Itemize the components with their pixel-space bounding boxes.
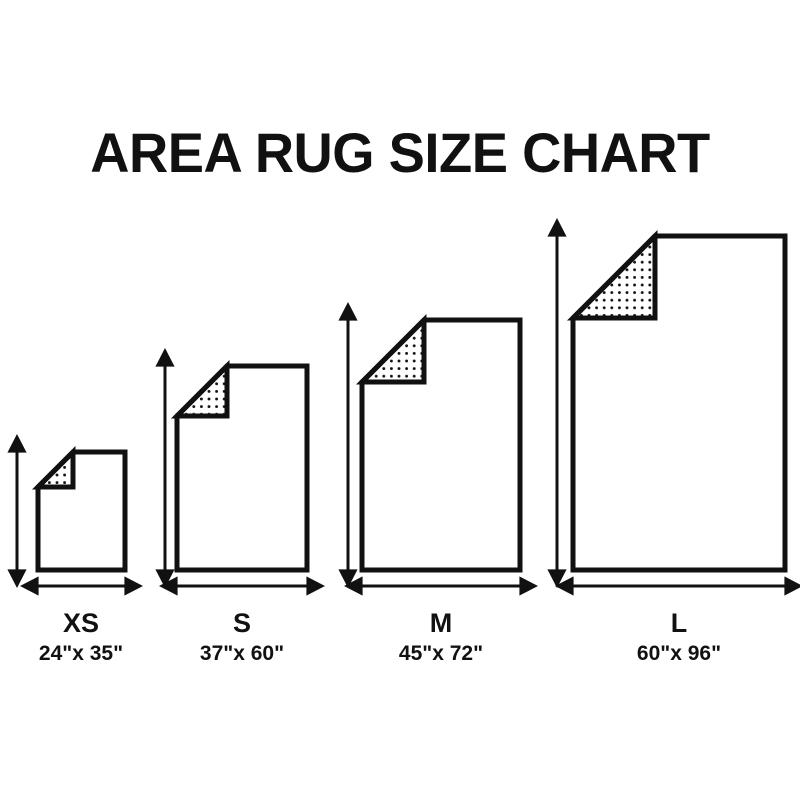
size-letter: M <box>429 608 453 638</box>
size-dimensions: 45"x 72" <box>398 642 484 665</box>
size-dimensions: 24"x 35" <box>38 642 124 665</box>
size-dimensions: 37"x 60" <box>199 642 285 665</box>
rug-figure-m <box>338 302 538 596</box>
rug-figure-xs <box>7 434 143 596</box>
size-letter: L <box>670 608 688 638</box>
page-title: AREA RUG SIZE CHART <box>90 121 710 184</box>
size-letter: XS <box>62 608 100 638</box>
folded-corner-icon <box>170 359 230 419</box>
rug-figure-s <box>155 348 325 596</box>
size-letter: S <box>232 608 251 638</box>
folded-corner-icon <box>31 445 76 490</box>
size-label-s: S 37"x 60" <box>161 608 323 667</box>
folded-corner-icon <box>566 229 658 321</box>
folded-corner-icon <box>355 313 427 385</box>
size-dimensions: 60"x 96" <box>636 642 722 665</box>
rug-figure-l <box>547 218 800 596</box>
rug-sheet-icon <box>35 449 128 573</box>
size-label-l: L 60"x 96" <box>598 608 760 667</box>
size-label-xs: XS 24"x 35" <box>0 608 162 667</box>
size-label-m: M 45"x 72" <box>360 608 522 667</box>
